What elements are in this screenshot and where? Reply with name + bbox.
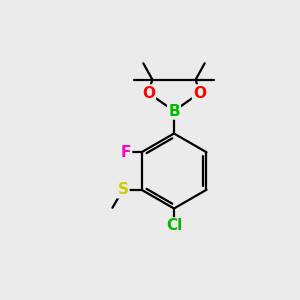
- Text: O: O: [142, 85, 155, 100]
- Text: Cl: Cl: [166, 218, 182, 233]
- Text: B: B: [168, 103, 180, 118]
- Text: S: S: [117, 182, 128, 197]
- Text: F: F: [121, 145, 131, 160]
- Text: O: O: [193, 85, 206, 100]
